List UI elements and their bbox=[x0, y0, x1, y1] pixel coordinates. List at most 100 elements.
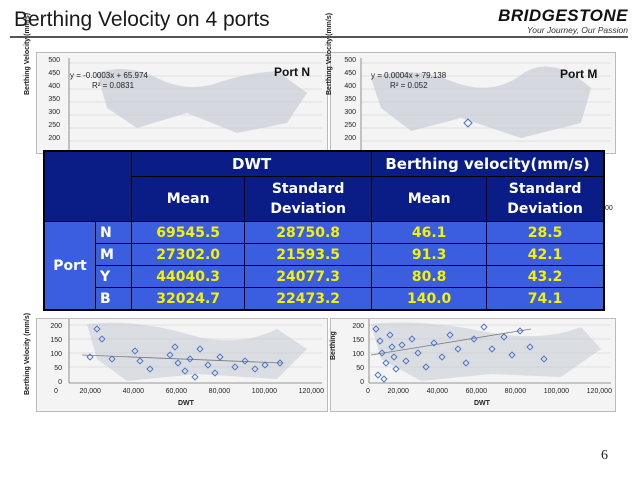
chart-port-n bbox=[36, 52, 328, 154]
ytick: 0 bbox=[360, 379, 364, 386]
table-corner-cell bbox=[43, 150, 133, 222]
vel-std: 28.5 bbox=[486, 221, 605, 244]
header-dwt: DWT bbox=[131, 150, 373, 177]
ytick: 150 bbox=[352, 337, 364, 344]
chart-n-equation: y = -0.0003x + 65.974 bbox=[70, 71, 148, 80]
xtick: 20,000 bbox=[79, 388, 101, 395]
brand-logo: BRIDGESTONE Your Journey, Our Passion bbox=[498, 6, 628, 35]
chart-n-ylabel: Berthing Velocity (mm/s) bbox=[24, 12, 31, 95]
vel-mean: 140.0 bbox=[371, 287, 488, 311]
chart-n-yticks: 500 450 400 350 300 250 200 bbox=[38, 54, 60, 145]
header-vel-mean: Mean bbox=[371, 176, 488, 222]
table-header-row-2: Mean Standard Deviation Mean Standard Devi… bbox=[44, 176, 605, 222]
chart-br-ylabel: Berthing bbox=[330, 331, 337, 360]
xtick: 120,000 bbox=[586, 388, 612, 395]
port-n-label: Port N bbox=[274, 65, 310, 79]
ytick: 450 bbox=[344, 70, 356, 77]
ytick: 450 bbox=[48, 70, 60, 77]
xtick: 0 bbox=[366, 388, 370, 395]
chart-port-m bbox=[330, 52, 616, 154]
ytick: 400 bbox=[48, 83, 60, 90]
ytick: 300 bbox=[344, 109, 356, 116]
port-m-label: Port M bbox=[560, 67, 598, 81]
ytick: 400 bbox=[344, 83, 356, 90]
xtick: 80,000 bbox=[504, 388, 527, 395]
xtick: 120,000 bbox=[298, 388, 324, 395]
header-std-line1: Standard bbox=[508, 181, 582, 197]
table-header-row-1: DWT Berthing velocity(mm/s) bbox=[43, 150, 605, 222]
ytick: 200 bbox=[352, 323, 364, 330]
ytick: 350 bbox=[344, 96, 356, 103]
chart-bl-ylabel: Berthing Velocity (mm/s) bbox=[24, 312, 31, 395]
chart-bottom-right bbox=[330, 318, 616, 412]
ytick: 100 bbox=[352, 351, 364, 358]
xtick: 60,000 bbox=[465, 388, 488, 395]
port-code: N bbox=[94, 221, 133, 244]
dwt-std: 28750.8 bbox=[244, 221, 373, 244]
vel-mean: 46.1 bbox=[371, 221, 488, 244]
dwt-mean: 32024.7 bbox=[131, 287, 246, 311]
header-vel-std: Standard Deviation bbox=[486, 176, 605, 222]
dwt-std: 21593.5 bbox=[244, 243, 373, 266]
xtick: 60,000 bbox=[165, 388, 188, 395]
vel-std: 42.1 bbox=[486, 243, 605, 266]
ytick: 250 bbox=[344, 122, 356, 129]
ytick: 0 bbox=[58, 379, 62, 386]
chart-bottom-left bbox=[36, 318, 328, 412]
dwt-std: 22473.2 bbox=[244, 287, 373, 311]
table-row: M 27302.0 21593.5 91.3 42.1 bbox=[44, 243, 605, 266]
ytick: 200 bbox=[344, 135, 356, 142]
logo-wordmark: BRIDGESTONE bbox=[498, 6, 628, 25]
dwt-mean: 69545.5 bbox=[131, 221, 246, 244]
vel-mean: 91.3 bbox=[371, 243, 488, 266]
chart-n-r2: R² = 0.0831 bbox=[92, 81, 135, 90]
slide-title: Berthing Velocity on 4 ports bbox=[14, 8, 270, 31]
xtick: 100,000 bbox=[251, 388, 278, 395]
port-code: B bbox=[94, 287, 133, 311]
chart-m-ylabel: Berthing Velocity (mm/s) bbox=[326, 12, 333, 95]
header-dwt-mean: Mean bbox=[131, 176, 246, 222]
chart-bl-xticks: 0 20,000 40,000 60,000 80,000 100,000 12… bbox=[54, 388, 324, 395]
ytick: 150 bbox=[50, 337, 62, 344]
vel-std: 43.2 bbox=[486, 265, 605, 288]
vel-mean: 80.8 bbox=[371, 265, 488, 288]
dwt-mean: 44040.3 bbox=[131, 265, 246, 288]
chart-m-yticks: 500 450 400 350 300 250 200 bbox=[336, 54, 356, 145]
header-berthing-velocity: Berthing velocity(mm/s) bbox=[371, 150, 605, 177]
table-row: B 32024.7 22473.2 140.0 74.1 bbox=[44, 287, 605, 311]
xtick: 20,000 bbox=[387, 388, 409, 395]
dwt-mean: 27302.0 bbox=[131, 243, 246, 266]
ytick: 100 bbox=[50, 351, 62, 358]
ytick: 500 bbox=[48, 57, 60, 64]
header-dwt-std: Standard Deviation bbox=[244, 176, 373, 222]
chart-bl-yticks: 200 150 100 50 0 bbox=[40, 320, 62, 390]
chart-bl-xlabel: DWT bbox=[178, 400, 194, 407]
port-code: Y bbox=[94, 265, 133, 288]
ytick: 50 bbox=[54, 365, 62, 372]
ytick: 500 bbox=[344, 57, 356, 64]
ytick: 350 bbox=[48, 96, 60, 103]
xtick: 80,000 bbox=[208, 388, 231, 395]
port-code: M bbox=[94, 243, 133, 266]
chart-br-yticks: 200 150 100 50 0 bbox=[346, 320, 364, 390]
header-std-line2: Deviation bbox=[507, 201, 583, 217]
chart-br-xlabel: DWT bbox=[474, 400, 490, 407]
row-group-port: Port bbox=[43, 221, 96, 311]
chart-br-xticks: 0 20,000 40,000 60,000 80,000 100,000 12… bbox=[366, 388, 612, 395]
dwt-std: 24077.3 bbox=[244, 265, 373, 288]
header-std-line1: Standard bbox=[271, 181, 345, 197]
ytick: 300 bbox=[48, 109, 60, 116]
xtick: 40,000 bbox=[426, 388, 448, 395]
vel-std: 74.1 bbox=[486, 287, 605, 311]
table-row: Y 44040.3 24077.3 80.8 43.2 bbox=[44, 265, 605, 288]
xtick: 100,000 bbox=[543, 388, 570, 395]
ytick: 200 bbox=[50, 323, 62, 330]
statistics-table: DWT Berthing velocity(mm/s) Mean Standar… bbox=[43, 150, 605, 311]
chart-m-r2: R² = 0.052 bbox=[390, 81, 428, 90]
ytick: 50 bbox=[356, 365, 364, 372]
xtick: 40,000 bbox=[122, 388, 144, 395]
ytick: 250 bbox=[48, 122, 60, 129]
title-divider bbox=[10, 36, 628, 38]
header-std-line2: Deviation bbox=[270, 201, 346, 217]
table-row: Port N 69545.5 28750.8 46.1 28.5 bbox=[43, 221, 605, 311]
